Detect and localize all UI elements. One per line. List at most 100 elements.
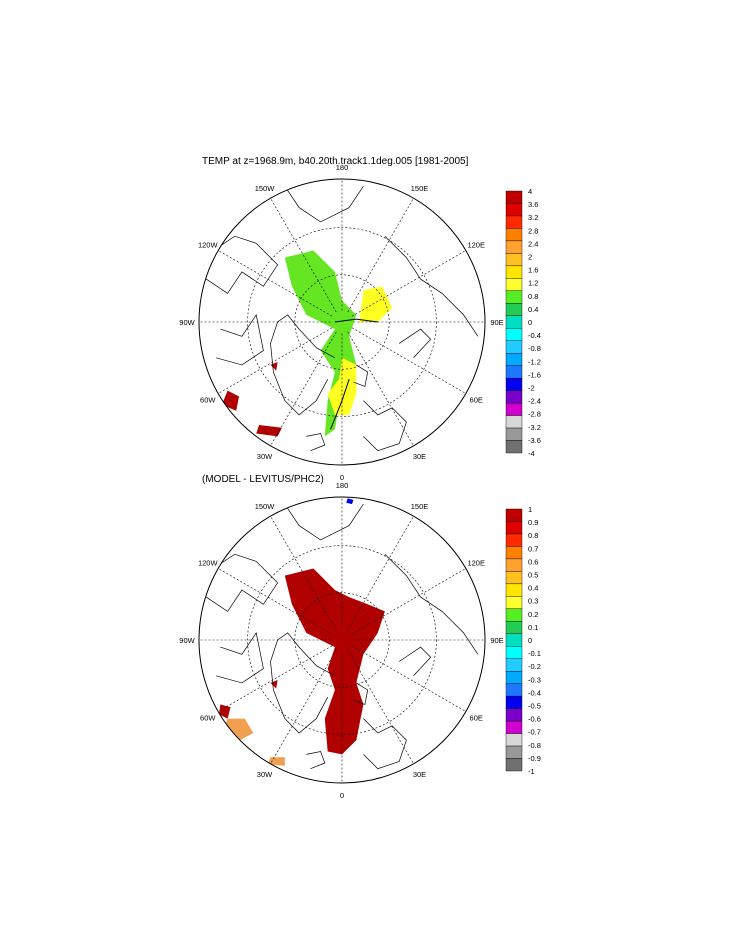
colorbar-tick-label: 0.5	[528, 571, 538, 580]
meridian-line	[218, 645, 333, 712]
coastline	[363, 718, 407, 770]
longitude-label: 120E	[467, 241, 485, 250]
colorbar-tick-label: 2.4	[528, 239, 538, 248]
shaded-region-blue	[346, 498, 354, 505]
colorbar-swatch	[505, 733, 523, 747]
colorbar-swatch	[505, 683, 523, 697]
colorbar-swatch	[505, 215, 523, 229]
colorbar-swatch	[505, 720, 523, 734]
coastline	[363, 400, 407, 452]
latitude-circle	[247, 227, 437, 417]
map-border	[198, 496, 486, 784]
colorbar-tick-label: 0.2	[528, 610, 538, 619]
colorbar-tick-label: -0.3	[528, 675, 541, 684]
map-border	[198, 178, 486, 466]
panel-title-bottom: (MODEL - LEVITUS/PHC2)	[202, 474, 324, 485]
colorbar-tick-label: 0.1	[528, 623, 538, 632]
colorbar-swatch	[505, 695, 523, 709]
coastline	[216, 632, 264, 684]
coastline	[270, 632, 336, 734]
colorbar-tick-label: -0.5	[528, 702, 541, 711]
colorbar-swatch	[505, 315, 523, 329]
contour-line	[334, 318, 378, 323]
colorbar-tick-label: 3.6	[528, 200, 538, 209]
longitude-label: 60W	[200, 714, 216, 723]
colorbar-tick-label: 0.9	[528, 518, 538, 527]
shaded-region-yellow	[359, 286, 393, 322]
coastline	[306, 751, 326, 770]
colorbar-swatch	[505, 596, 523, 610]
map-panel-bottom: 180 150E 120E 90E 60E 30E 0 30W 60W 90W 120W 150W	[179, 481, 503, 800]
longitude-label: 150E	[411, 184, 429, 193]
meridian-line	[218, 568, 333, 635]
colorbar-top: 4 3.6 3.2 2.8 2.4 2 1.6 1.2 0.8 0.4 0 -0.4 -0.8 -1.2 -…	[505, 187, 541, 458]
colorbar-swatch	[505, 708, 523, 722]
meridian-line	[347, 331, 414, 446]
meridian-line	[270, 516, 337, 631]
meridian-line	[218, 327, 333, 394]
colorbar-tick-label: -0.2	[528, 662, 541, 671]
longitude-label: 30W	[257, 452, 273, 461]
coastline	[206, 235, 279, 294]
colorbar-tick-label: -0.4	[528, 688, 541, 697]
colorbar-tick-label: -0.9	[528, 754, 541, 763]
colorbar-tick-label: -1.2	[528, 357, 541, 366]
colorbar-swatch	[505, 440, 523, 454]
colorbar-tick-label: -1.6	[528, 370, 541, 379]
colorbar-swatch	[505, 415, 523, 429]
coastline	[399, 646, 432, 677]
longitude-label: 90E	[490, 636, 503, 645]
coastline	[353, 364, 369, 387]
colorbar-tick-label: 1.2	[528, 279, 538, 288]
colorbar-swatch	[505, 621, 523, 634]
colorbar-swatch	[505, 278, 523, 292]
colorbar-tick-label: 0.6	[528, 557, 538, 566]
colorbar-swatch	[505, 571, 523, 585]
contour-line	[330, 379, 350, 430]
shaded-region-orange	[221, 718, 254, 743]
longitude-label: 180	[336, 481, 349, 490]
shaded-region-red	[221, 390, 239, 411]
colorbar-tick-label: -0.4	[528, 331, 541, 340]
colorbar-tick-label: 1.6	[528, 266, 538, 275]
colorbar-tick-label: 0.8	[528, 292, 538, 301]
colorbar-tick-label: -0.8	[528, 344, 541, 353]
longitude-label: 30E	[413, 452, 426, 461]
colorbar-swatch	[505, 190, 523, 204]
colorbar-swatch	[505, 583, 523, 597]
latitude-circle	[294, 592, 390, 688]
meridian-line	[351, 568, 466, 635]
colorbar-swatch	[505, 365, 523, 379]
coastline	[284, 186, 364, 223]
meridian-line	[270, 649, 337, 764]
colorbar-swatch	[505, 265, 523, 279]
meridian-line	[270, 198, 337, 313]
meridian-line	[347, 649, 414, 764]
colorbar-tick-label: -3.2	[528, 423, 541, 432]
colorbar-tick-label: 4	[528, 187, 532, 196]
map-content-top	[199, 179, 485, 465]
colorbar-swatch	[505, 377, 523, 391]
coastline	[306, 433, 326, 452]
coastline	[216, 314, 264, 366]
colorbar-swatch	[505, 658, 523, 672]
shaded-region-red	[270, 680, 278, 689]
colorbar-swatch	[505, 203, 523, 217]
coastline	[384, 235, 479, 337]
shaded-region-red	[219, 704, 231, 719]
colorbar-swatch	[505, 240, 523, 254]
colorbar-swatch	[505, 745, 523, 759]
colorbar-tick-label: -1	[528, 767, 535, 776]
colorbar-swatch	[505, 758, 523, 772]
coastline	[353, 682, 369, 705]
meridian-line	[347, 198, 414, 313]
longitude-label: 30W	[257, 770, 273, 779]
longitude-label: 150W	[255, 184, 276, 193]
shaded-region-red	[270, 362, 278, 371]
longitude-label: 0	[340, 473, 344, 482]
colorbar-swatch	[505, 546, 523, 560]
coastline	[206, 553, 279, 612]
colorbar-tick-label: -3.6	[528, 436, 541, 445]
longitude-label: 60E	[470, 396, 483, 405]
